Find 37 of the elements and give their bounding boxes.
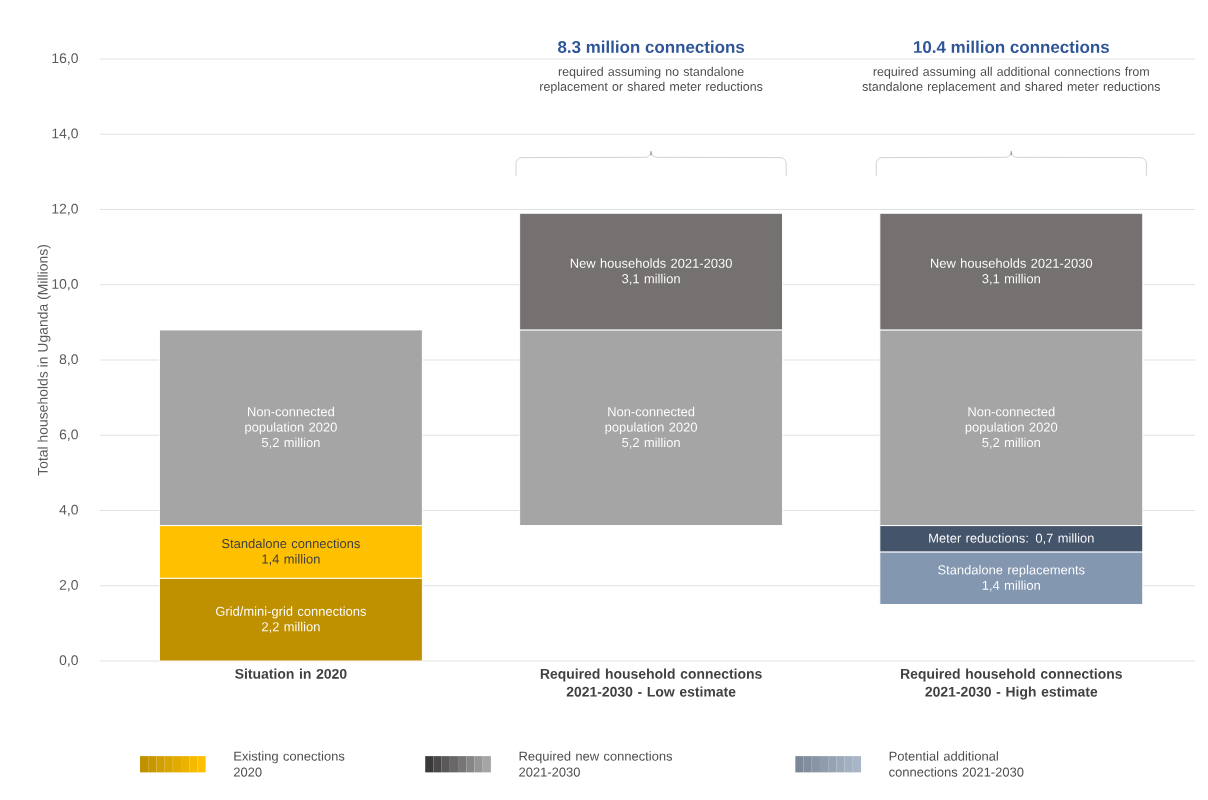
text: 8.3 million connections [557,40,745,54]
annotation: required assuming all additional connections from standalone replacement and shared meter reductions [862,66,1160,94]
data-label: 2,2 million [262,621,320,633]
series-label: New households 2021-2030 [570,258,732,268]
y-tick-label: 8,0 [59,354,78,366]
x-tick-label: Situation in 2020 [235,668,347,679]
y-tick-label: 6,0 [59,429,78,442]
text: Non-connected population 2020 [605,406,698,435]
y-tick-label: 16,0 [52,53,78,65]
data-label: 5,2 million [622,437,680,449]
y-tick-label: 2,0 [59,579,78,592]
x-tick-label: Required household connections 2021-2030 - High estimate [901,668,1122,700]
series-label: Standalone replacements [938,564,1085,578]
y-axis-title: Total households in Uganda (Millions) [37,245,51,476]
text: New households 2021-2030 [930,258,1093,268]
y-tick-label: 12,0 [52,203,78,216]
series-label: Grid/mini-grid connections [215,606,366,619]
data-label: 1,4 million [262,554,320,566]
annotation: required assuming no standalone replacement or shared meter reductions [540,66,763,94]
y-tick-label: 4,0 [59,504,78,517]
series-label: Non-connected population 2020 [245,406,337,435]
text: Required new connections 2021-2030 [519,751,673,777]
data-label: 3,1 million [982,273,1040,285]
series-label: Standalone connections [222,538,360,549]
y-tick-label: 14,0 [52,128,78,140]
data-label: 5,2 million [982,437,1040,449]
text: Existing conections 2020 [233,751,345,777]
text: Potential additional connections 2021-2030 [889,751,1024,777]
series-label: Meter reductions: 0,7 million [929,533,1094,545]
text: 10.4 million connections [914,40,1109,54]
text: Non-connected population 2020 [965,406,1058,435]
data-label: 1,4 million [982,580,1040,592]
data-label: 5,2 million [261,437,320,449]
data-label: 3,1 million [622,273,680,285]
x-tick-label: Required household connections 2021-2030 - Low estimate [540,668,762,697]
y-tick-label: 10,0 [52,278,78,291]
y-tick-label: 0,0 [59,655,78,667]
